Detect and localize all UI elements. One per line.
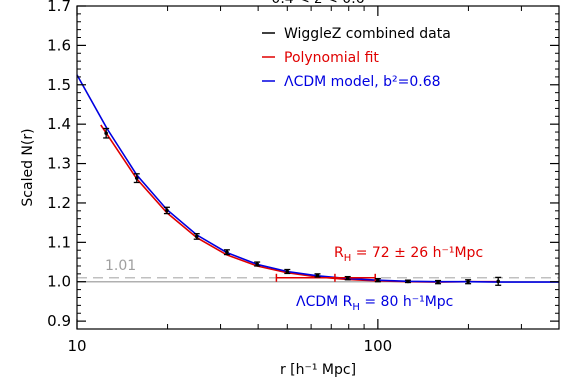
y-tick-label: 1.2 [47, 194, 71, 212]
y-tick-label: 1.4 [47, 115, 71, 133]
y-tick-label: 1.0 [47, 273, 71, 291]
data-point [193, 233, 200, 240]
data-point [435, 279, 442, 285]
data-point [314, 273, 321, 278]
data-point [344, 275, 351, 281]
chart-title: 0.4 < z < 0.6 [271, 0, 364, 7]
legend-entry: ΛCDM model, b²=0.68 [284, 74, 441, 90]
data-marker [436, 280, 440, 284]
data-point [284, 268, 291, 275]
data-marker [315, 273, 320, 278]
plot-frame [76, 5, 560, 330]
data-marker [496, 279, 501, 284]
lcdm-model-line [76, 74, 559, 283]
y-tick-label: 1.1 [47, 233, 71, 251]
data-point [223, 249, 230, 256]
legend-entry: Polynomial fit [284, 50, 379, 66]
data-marker [255, 262, 259, 266]
data-point [465, 279, 472, 285]
y-tick-label: 1.7 [47, 0, 71, 15]
data-marker [134, 176, 139, 180]
data-point [374, 277, 381, 283]
data-point [495, 276, 502, 286]
data-point [103, 127, 110, 139]
data-marker [165, 208, 169, 213]
legend-entry: WiggleZ combined data [284, 26, 451, 42]
data-marker [194, 234, 199, 239]
data-marker [345, 276, 350, 280]
y-axis-label: Scaled N(r) [20, 128, 36, 206]
y-tick-label: 1.6 [47, 36, 71, 54]
threshold-label: 1.01 [105, 258, 136, 274]
x-axis-label: r [h⁻¹ Mpc] [280, 362, 356, 378]
data-point [404, 279, 411, 284]
data-point [133, 173, 140, 184]
y-tick-label: 0.9 [47, 312, 71, 330]
x-tick-label: 100 [364, 337, 393, 355]
y-tick-label: 1.5 [47, 76, 71, 94]
data-point [163, 206, 170, 215]
rh-lcdm-annotation: ΛCDM RH = 80 h⁻¹Mpc [296, 294, 453, 313]
data-marker [104, 131, 108, 136]
data-marker [406, 279, 410, 284]
data-marker [285, 269, 290, 274]
data-marker [466, 279, 470, 284]
data-point [254, 261, 261, 267]
x-tick-label: 10 [67, 337, 86, 355]
rh-fit-annotation: RH = 72 ± 26 h⁻¹Mpc [334, 245, 483, 264]
y-tick-label: 1.3 [47, 155, 71, 173]
data-marker [376, 278, 380, 282]
data-marker [225, 250, 229, 254]
